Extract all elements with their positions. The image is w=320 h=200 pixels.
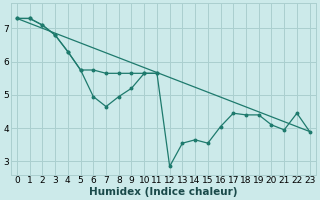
X-axis label: Humidex (Indice chaleur): Humidex (Indice chaleur) <box>89 187 237 197</box>
